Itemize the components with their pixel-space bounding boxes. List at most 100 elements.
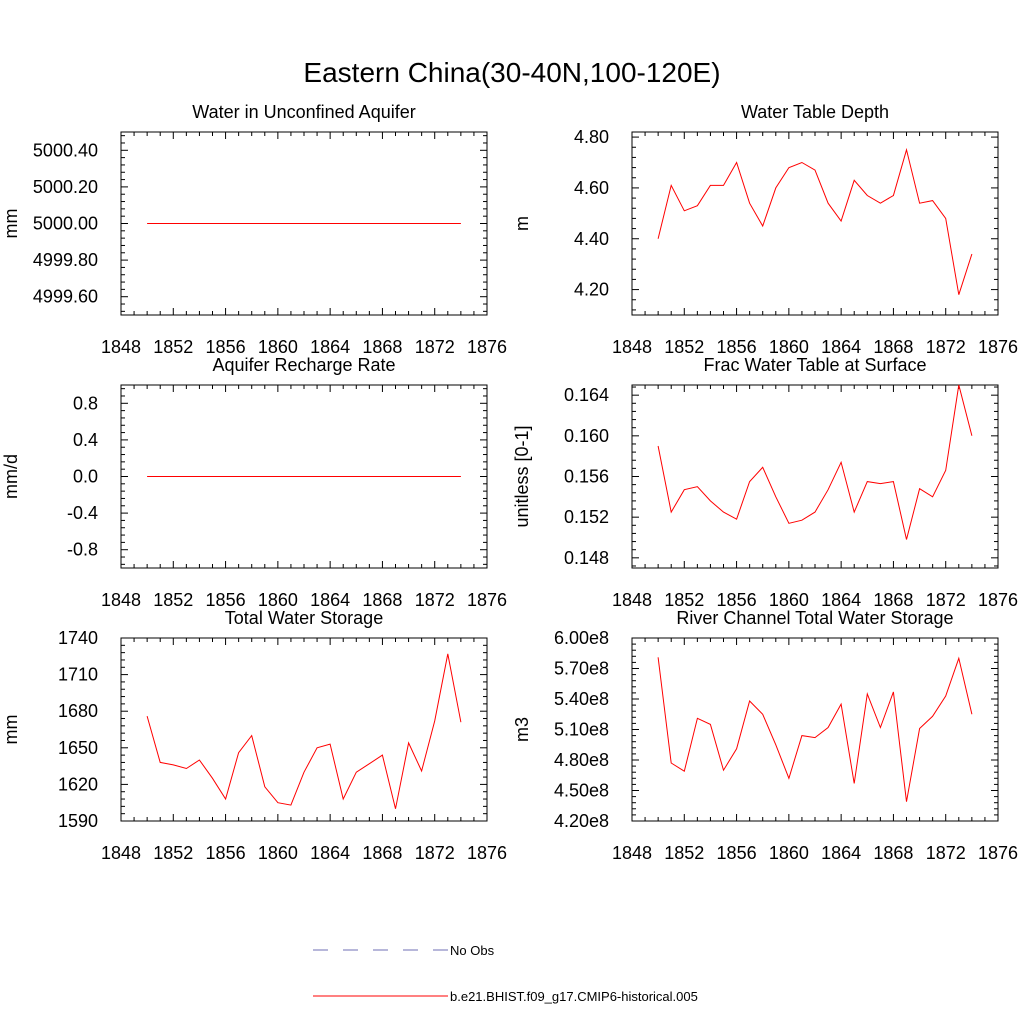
legend: No Obs b.e21.BHIST.f09_g17.CMIP6-histori…	[313, 943, 698, 1004]
x-tick-label: 1860	[769, 843, 809, 863]
y-tick-label: 1710	[58, 665, 98, 685]
x-tick-label: 1852	[153, 590, 193, 610]
x-tick-label: 1872	[926, 337, 966, 357]
x-tick-label: 1876	[978, 843, 1018, 863]
y-tick-label: 4.80	[574, 127, 609, 147]
y-tick-label: 1650	[58, 738, 98, 758]
y-tick-label: -0.4	[67, 503, 98, 523]
y-tick-label: 1590	[58, 811, 98, 831]
y-tick-label: 0.152	[564, 507, 609, 527]
x-tick-label: 1856	[206, 843, 246, 863]
y-axis-label: m3	[512, 717, 532, 742]
y-tick-label: 0.164	[564, 385, 609, 405]
x-tick-label: 1872	[926, 843, 966, 863]
legend-label-no-obs: No Obs	[450, 943, 495, 958]
y-tick-label: 4.80e8	[554, 750, 609, 770]
x-tick-label: 1848	[101, 843, 141, 863]
y-tick-label: 4.20e8	[554, 811, 609, 831]
x-tick-label: 1876	[467, 843, 507, 863]
y-axis-label: mm/d	[1, 454, 21, 499]
x-tick-label: 1860	[769, 590, 809, 610]
figure-title: Eastern China(30-40N,100-120E)	[303, 57, 720, 88]
x-tick-label: 1872	[926, 590, 966, 610]
y-tick-label: 5.70e8	[554, 659, 609, 679]
y-tick-label: 5.40e8	[554, 689, 609, 709]
x-tick-label: 1864	[310, 337, 350, 357]
series-line	[146, 653, 462, 809]
y-tick-label: 4.50e8	[554, 781, 609, 801]
y-tick-label: 4999.80	[33, 250, 98, 270]
y-tick-label: 5000.20	[33, 177, 98, 197]
y-tick-label: 4.60	[574, 178, 609, 198]
x-tick-label: 1848	[612, 590, 652, 610]
x-tick-label: 1864	[821, 843, 861, 863]
x-tick-label: 1856	[206, 590, 246, 610]
y-tick-label: 4.20	[574, 280, 609, 300]
plot-frame	[631, 131, 999, 316]
x-tick-label: 1872	[415, 590, 455, 610]
y-tick-label: 4.40	[574, 229, 609, 249]
x-tick-label: 1848	[101, 590, 141, 610]
panel-title: Total Water Storage	[225, 608, 383, 628]
y-tick-label: 1740	[58, 628, 98, 648]
panel-title: Water in Unconfined Aquifer	[192, 102, 415, 122]
x-tick-label: 1852	[153, 843, 193, 863]
y-axis-label: unitless [0-1]	[512, 425, 532, 527]
y-tick-label: 0.156	[564, 467, 609, 487]
y-tick-label: 0.4	[73, 430, 98, 450]
y-tick-label: 0.0	[73, 467, 98, 487]
x-tick-label: 1868	[873, 843, 913, 863]
x-tick-label: 1856	[717, 590, 757, 610]
y-tick-label: 1620	[58, 774, 98, 794]
y-tick-label: 0.160	[564, 426, 609, 446]
y-axis-label: mm	[1, 715, 21, 745]
x-tick-label: 1860	[258, 590, 298, 610]
panel-title: Frac Water Table at Surface	[703, 355, 926, 375]
panel-1: Water in Unconfined Aquifer mm 1848 1852 185…	[1, 102, 507, 357]
y-tick-label: -0.8	[67, 540, 98, 560]
x-tick-label: 1864	[821, 590, 861, 610]
panel-5: Total Water Storage mm 1848 1852 1856 1860 186…	[1, 608, 507, 863]
y-tick-label: 0.8	[73, 393, 98, 413]
x-tick-label: 1852	[664, 337, 704, 357]
series-line	[657, 147, 973, 295]
y-axis-label: mm	[1, 209, 21, 239]
x-tick-label: 1876	[978, 337, 1018, 357]
x-tick-label: 1868	[873, 337, 913, 357]
x-tick-label: 1868	[362, 590, 402, 610]
panel-4: Frac Water Table at Surface unitless [0-1…	[512, 355, 1018, 610]
x-tick-label: 1876	[467, 337, 507, 357]
y-axis-label: m	[512, 216, 532, 231]
panel-2: Water Table Depth m 1848 1852 1856 1860 1864 18…	[512, 102, 1018, 357]
x-tick-label: 1860	[769, 337, 809, 357]
x-tick-label: 1848	[612, 843, 652, 863]
panel-title: Water Table Depth	[741, 102, 889, 122]
x-tick-label: 1876	[978, 590, 1018, 610]
x-tick-label: 1856	[206, 337, 246, 357]
x-tick-label: 1868	[362, 337, 402, 357]
x-tick-label: 1856	[717, 337, 757, 357]
panels: Water in Unconfined Aquifer mm 1848 1852 185…	[1, 102, 1018, 863]
y-tick-label: 5000.40	[33, 140, 98, 160]
legend-label-model: b.e21.BHIST.f09_g17.CMIP6-historical.005	[450, 989, 698, 1004]
x-tick-label: 1852	[664, 843, 704, 863]
panel-title: River Channel Total Water Storage	[676, 608, 953, 628]
y-tick-label: 6.00e8	[554, 628, 609, 648]
x-tick-label: 1852	[153, 337, 193, 357]
x-tick-label: 1872	[415, 843, 455, 863]
x-tick-label: 1860	[258, 843, 298, 863]
x-tick-label: 1848	[101, 337, 141, 357]
x-tick-label: 1864	[310, 590, 350, 610]
x-tick-label: 1876	[467, 590, 507, 610]
x-tick-label: 1852	[664, 590, 704, 610]
x-tick-label: 1864	[310, 843, 350, 863]
x-tick-label: 1872	[415, 337, 455, 357]
y-tick-label: 0.148	[564, 548, 609, 568]
series-line	[657, 656, 973, 802]
x-tick-label: 1864	[821, 337, 861, 357]
panel-3: Aquifer Recharge Rate mm/d 1848 1852 1856 186…	[1, 355, 507, 610]
x-tick-label: 1848	[612, 337, 652, 357]
y-tick-label: 1680	[58, 701, 98, 721]
y-tick-label: 5.10e8	[554, 720, 609, 740]
